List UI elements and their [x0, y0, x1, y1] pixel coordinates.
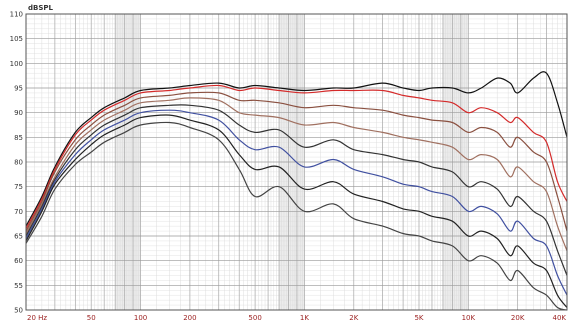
plot-frame — [25, 13, 568, 311]
y-tick-label: 55 — [14, 282, 23, 290]
x-tick-label: 100 — [134, 314, 147, 322]
series-line-6 — [25, 109, 568, 296]
x-tick-label: 5K — [414, 314, 423, 322]
series-line-7 — [25, 114, 568, 308]
series-line-2 — [25, 84, 568, 229]
x-tick-label: 50 — [87, 314, 96, 322]
y-tick-label: 95 — [14, 85, 23, 93]
y-tick-label: 105 — [10, 35, 23, 43]
x-tick-label: 20K — [511, 314, 525, 322]
y-axis-labels: 50 55 60 65 70 75 80 85 90 95 100 105 110 — [10, 11, 23, 315]
y-tick-label: 110 — [10, 11, 23, 19]
y-tick-label: 70 — [14, 208, 23, 216]
x-tick-label: 2K — [349, 314, 358, 322]
x-tick-label: 1K — [300, 314, 309, 322]
x-tick-label: 200 — [183, 314, 196, 322]
y-tick-label: 60 — [14, 257, 23, 265]
series-line-1 — [25, 71, 568, 227]
x-tick-label: 40K — [553, 314, 567, 322]
y-tick-label: 50 — [14, 307, 23, 315]
y-tick-label: 85 — [14, 134, 23, 142]
x-axis-labels: 20 Hz 50 100 200 500 1K 2K 5K 10K 20K 40K — [27, 314, 566, 322]
y-tick-label: 75 — [14, 183, 23, 191]
series-line-4 — [25, 97, 568, 252]
y-tick-label: 100 — [10, 60, 23, 68]
x-tick-label: 500 — [248, 314, 261, 322]
x-tick-label: 10K — [462, 314, 476, 322]
y-tick-label: 80 — [14, 159, 23, 167]
series-layer — [25, 71, 568, 311]
y-axis-unit-label: dBSPL — [28, 4, 54, 12]
series-line-8 — [25, 121, 568, 311]
y-tick-label: 90 — [14, 109, 23, 117]
y-tick-label: 65 — [14, 233, 23, 241]
x-tick-label: 20 Hz — [27, 314, 47, 322]
series-line-3 — [25, 91, 568, 232]
series-line-5 — [25, 104, 568, 276]
